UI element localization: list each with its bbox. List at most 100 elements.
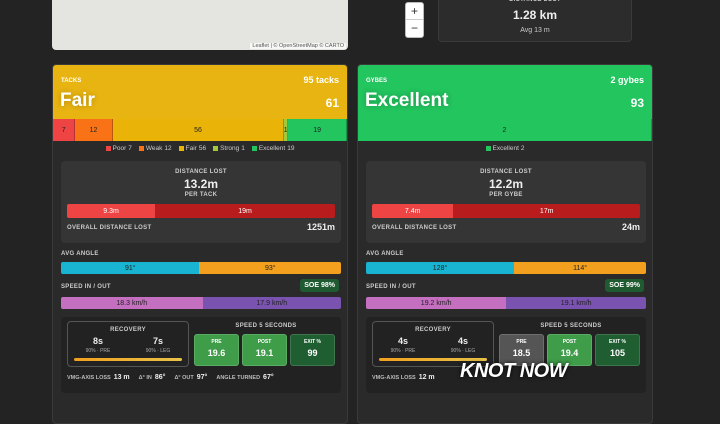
stat: VMG-AXIS LOSS 12 m	[372, 374, 435, 381]
legend-count: 19	[287, 145, 295, 152]
overall-label: OVERALL DISTANCE LOST	[67, 225, 152, 231]
zoom-control: + −	[405, 2, 424, 38]
panel-header: GYBES 2 gybes Excellent 93	[358, 65, 652, 119]
legend-count: 1	[241, 145, 245, 152]
distribution-segment: 2	[358, 119, 652, 141]
legend-item: Excellent 2	[485, 145, 525, 152]
legend-item: Poor 7	[105, 145, 132, 152]
speed5-box: POST 19.1	[242, 334, 287, 366]
count: 2 gybes	[610, 75, 644, 85]
speed5-item-label: EXIT %	[304, 339, 321, 345]
angle-label: AVG ANGLE	[61, 251, 99, 257]
legend-name: Strong	[220, 145, 240, 152]
split-segment: 19m	[155, 204, 335, 218]
legend-swatch	[178, 146, 184, 151]
stat-label: Δ° OUT	[174, 375, 194, 381]
stats-row: VMG-AXIS LOSS 13 m Δ° IN 86° Δ° OUT 97° ANGLE …	[67, 374, 274, 381]
distance-value: 12.2m	[488, 177, 524, 191]
legend-count: 12	[164, 145, 172, 152]
overall-value: 1251m	[306, 222, 335, 232]
rating: Excellent	[365, 90, 449, 111]
pair-bar: 18.3 km/h 17.9 km/h	[61, 297, 341, 309]
distance-value: 13.2m	[183, 177, 219, 191]
pair-segment: 114°	[514, 262, 646, 274]
stat-label: ANGLE TURNED	[216, 375, 261, 381]
distance-unit: PER GYBE	[489, 192, 523, 198]
recovery-detail: 90% · LEG	[450, 348, 476, 354]
speed5-item-label: EXIT %	[609, 339, 626, 345]
stat-value: 67°	[263, 374, 274, 381]
pair-segment: 19.2 km/h	[366, 297, 507, 309]
speed5-item-value: 105	[609, 348, 626, 358]
soe-badge: SOE 99%	[605, 279, 644, 292]
pair-segment: 19.1 km/h	[506, 297, 646, 309]
legend-item: Excellent 19	[251, 145, 295, 152]
pair-segment: 17.9 km/h	[202, 297, 341, 309]
speed5-label: SPEED 5 SECONDS	[540, 323, 602, 329]
recovery-detail: 90% · PRE	[390, 348, 416, 354]
legend-item: Strong 1	[213, 145, 245, 152]
pair-segment: 128°	[366, 262, 515, 274]
stat: VMG-AXIS LOSS 13 m	[67, 374, 130, 381]
speed5-item-value: 18.5	[512, 348, 531, 358]
speed5-label: SPEED 5 SECONDS	[235, 323, 297, 329]
summary-average: Avg 13 m	[520, 27, 550, 34]
pair-bar: 128° 114°	[366, 262, 646, 274]
speed5-box: EXIT % 105	[595, 334, 640, 366]
legend-swatch	[105, 146, 111, 151]
stats-row: VMG-AXIS LOSS 12 m	[372, 374, 435, 381]
legend-swatch	[213, 146, 219, 151]
speed5-item-label: POST	[562, 339, 577, 345]
summary-label: DISTANCE LOST	[509, 0, 561, 3]
distance-card: DISTANCE LOST 12.2m PER GYBE 7.4m 17m OVERALL…	[366, 161, 646, 243]
zoom-out[interactable]: −	[410, 21, 418, 35]
legend-count: 2	[520, 145, 525, 152]
distance-label: DISTANCE LOST	[175, 169, 227, 175]
speed5-box: PRE 18.5	[499, 334, 544, 366]
speed5-item-label: PRE	[211, 339, 222, 345]
distance-unit: PER TACK	[184, 192, 218, 198]
attribution: Leaflet | © OpenStreetMap © CARTO	[250, 43, 346, 49]
legend-name: Excellent	[258, 145, 286, 152]
soe-badge: SOE 98%	[300, 279, 339, 292]
legend-item: Weak 12	[138, 145, 172, 152]
panel-header: TACKS 95 tacks Fair 61	[53, 65, 347, 119]
pair-bar: 19.2 km/h 19.1 km/h	[366, 297, 646, 309]
stat-value: 13 m	[113, 374, 130, 381]
summary-value: 1.28 km	[512, 8, 558, 22]
legend-swatch	[138, 146, 144, 151]
recovery-value: 4s	[457, 336, 468, 346]
speed5-item-value: 19.4	[560, 348, 579, 358]
split-bar: 9.3m 19m	[67, 204, 335, 218]
stat-label: Δ° IN	[138, 375, 152, 381]
recovery-detail: 90% · PRE	[85, 348, 111, 354]
recovery-meter	[74, 358, 182, 361]
stat-value: 86°	[154, 374, 166, 381]
recovery-section: RECOVERY 8s 90% · PRE 7s 90% · LEG SPEED 5 SE…	[61, 317, 341, 393]
recovery-box: RECOVERY 4s 90% · PRE 4s 90% · LEG	[372, 321, 494, 367]
score: 93	[630, 96, 644, 110]
recovery-label: RECOVERY	[110, 327, 146, 333]
recovery-box: RECOVERY 8s 90% · PRE 7s 90% · LEG	[67, 321, 189, 367]
distribution-segment: 56	[112, 119, 285, 141]
distribution-segment: 7	[53, 119, 76, 141]
count: 95 tacks	[303, 75, 339, 85]
speed-label: SPEED IN / OUT	[366, 284, 416, 290]
kind: GYBES	[366, 78, 388, 84]
legend-name: Fair	[185, 145, 197, 152]
summary-card: DISTANCE LOST 1.28 km Avg 13 m	[438, 0, 632, 42]
speed5-box: POST 19.4	[547, 334, 592, 366]
legend: Excellent 2	[358, 145, 652, 152]
speed5-item-value: 99	[307, 348, 318, 358]
legend-name: Excellent	[492, 145, 519, 152]
recovery-value: 4s	[397, 336, 408, 346]
legend: Poor 7 Weak 12 Fair 56 Strong 1 Excellent 19	[53, 145, 347, 152]
legend-count: 7	[128, 145, 132, 152]
speed5-box: PRE 19.6	[194, 334, 239, 366]
split-segment: 9.3m	[67, 204, 156, 218]
stat-value: 97°	[196, 374, 208, 381]
pair-segment: 93°	[199, 262, 341, 274]
zoom-in[interactable]: +	[406, 3, 423, 20]
app: + − Leaflet | © OpenStreetMap © CARTO DISTA…	[52, 0, 653, 424]
